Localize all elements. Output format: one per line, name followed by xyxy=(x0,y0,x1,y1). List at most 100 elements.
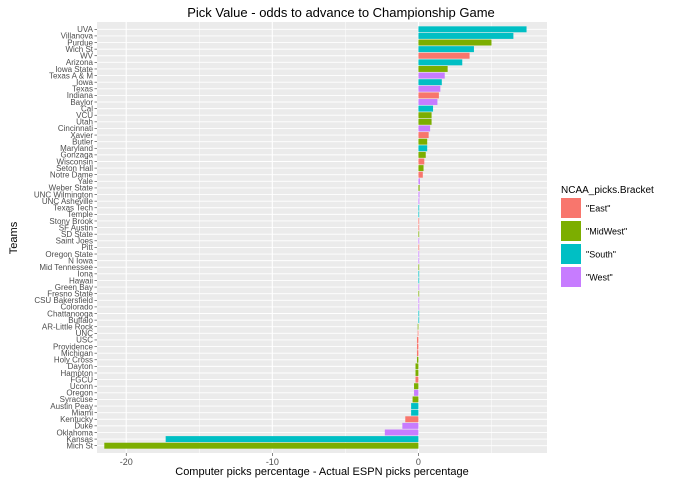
y-tick-label: Iona xyxy=(77,270,93,279)
bar xyxy=(418,211,420,218)
y-tick-label: Iowa xyxy=(76,78,93,87)
plot-panel xyxy=(97,22,547,453)
bar xyxy=(418,178,420,185)
y-tick-label: Uconn xyxy=(70,382,93,391)
y-tick-label: SD State xyxy=(61,230,94,239)
y-tick-label: SF Austin xyxy=(59,223,93,232)
y-tick-label: Saint Joes xyxy=(56,237,93,246)
bar xyxy=(418,191,420,198)
grid-layer xyxy=(97,22,547,453)
legend-entry-label: "East" xyxy=(586,204,610,214)
bar xyxy=(415,370,419,376)
bar xyxy=(418,184,420,191)
y-tick-label: Kentucky xyxy=(60,415,93,424)
bar xyxy=(418,52,470,59)
bar xyxy=(416,350,419,357)
y-tick-label: Temple xyxy=(67,210,93,219)
y-tick-label: Yale xyxy=(78,177,94,186)
bar xyxy=(402,422,419,429)
y-tick-label: Pitt xyxy=(81,243,93,252)
y-tick-label: Iowa State xyxy=(55,65,93,74)
y-tick-label: Maryland xyxy=(60,144,93,153)
bar xyxy=(418,32,514,39)
legend-title: NCAA_picks.Bracket xyxy=(561,185,654,196)
bar xyxy=(418,59,463,66)
y-tick-label: UNC Wilmington xyxy=(34,190,93,199)
bar xyxy=(412,396,419,403)
bar xyxy=(418,112,432,119)
y-tick-label: Mid Tennessee xyxy=(39,263,93,272)
legend-key xyxy=(561,244,581,264)
bar xyxy=(418,244,420,251)
bar xyxy=(418,39,492,46)
bar xyxy=(418,125,431,132)
y-tick-label: Colorado xyxy=(61,303,94,312)
legend: NCAA_picks.Bracket "East" "MidWest" "South… xyxy=(561,185,654,287)
y-tick-label: WV xyxy=(80,52,94,61)
y-tick-label: Hawaii xyxy=(69,276,93,285)
x-tick-label: -10 xyxy=(266,457,279,467)
y-tick-label: Weber State xyxy=(49,184,94,193)
bar xyxy=(418,277,420,284)
chart-title: Pick Value - odds to advance to Champion… xyxy=(187,5,495,20)
y-axis-label: Teams xyxy=(8,221,20,254)
bar xyxy=(418,72,445,79)
y-tick-label: UNC xyxy=(76,329,94,338)
bar xyxy=(418,257,420,264)
bar xyxy=(165,436,419,443)
bar xyxy=(418,99,438,105)
y-tick-label: Green Bay xyxy=(55,283,93,292)
legend-entry-label: "South" xyxy=(586,250,616,260)
bar xyxy=(418,158,425,165)
bar xyxy=(417,323,419,330)
bar xyxy=(415,376,419,383)
bar xyxy=(418,151,426,158)
bar xyxy=(418,46,474,53)
y-tick-label: Seton Hall xyxy=(56,164,93,173)
y-tick-label: Buffalo xyxy=(68,316,93,325)
bar xyxy=(418,284,420,291)
bar xyxy=(418,297,420,304)
y-tick-label: CSU Bakersfield xyxy=(34,296,93,305)
y-tick-label: FGCU xyxy=(70,375,93,384)
y-tick-label: Stony Brook xyxy=(49,217,94,226)
bar xyxy=(416,356,419,363)
y-tick-label: VCU xyxy=(76,111,93,120)
y-tick-label: Duke xyxy=(74,422,93,431)
bars-layer xyxy=(104,26,527,449)
bar xyxy=(418,310,420,317)
legend-entry-label: "MidWest" xyxy=(586,227,627,237)
y-tick-label: Oregon State xyxy=(45,250,93,259)
y-tick-label: Utah xyxy=(76,118,93,127)
y-tick-label: Texas xyxy=(72,85,93,94)
bar xyxy=(418,264,420,271)
bar xyxy=(418,224,420,231)
bar xyxy=(418,138,428,145)
bar xyxy=(418,65,448,72)
y-tick-label: Michigan xyxy=(61,349,93,358)
y-tick-label: Baylor xyxy=(70,98,93,107)
y-tick-label: Wich St xyxy=(65,45,93,54)
bar xyxy=(415,363,419,370)
bar xyxy=(418,231,420,238)
bar xyxy=(418,165,424,172)
bar xyxy=(418,92,439,99)
x-axis-label: Computer picks percentage - Actual ESPN … xyxy=(175,466,468,478)
y-tick-label: Butler xyxy=(72,137,93,146)
bar xyxy=(414,389,419,396)
bar xyxy=(418,204,420,211)
y-tick-label: Mich St xyxy=(66,441,93,450)
bar xyxy=(418,218,420,224)
bar xyxy=(416,336,419,343)
bar xyxy=(418,105,434,112)
legend-key xyxy=(561,198,581,218)
y-tick-label: Miami xyxy=(72,408,94,417)
x-tick-label: -20 xyxy=(120,457,133,467)
bar xyxy=(414,383,419,390)
bar xyxy=(418,237,420,244)
bar xyxy=(416,343,419,350)
y-tick-label: Oregon xyxy=(66,389,93,398)
bar xyxy=(418,118,432,125)
bar xyxy=(418,85,441,92)
bar xyxy=(418,198,420,205)
